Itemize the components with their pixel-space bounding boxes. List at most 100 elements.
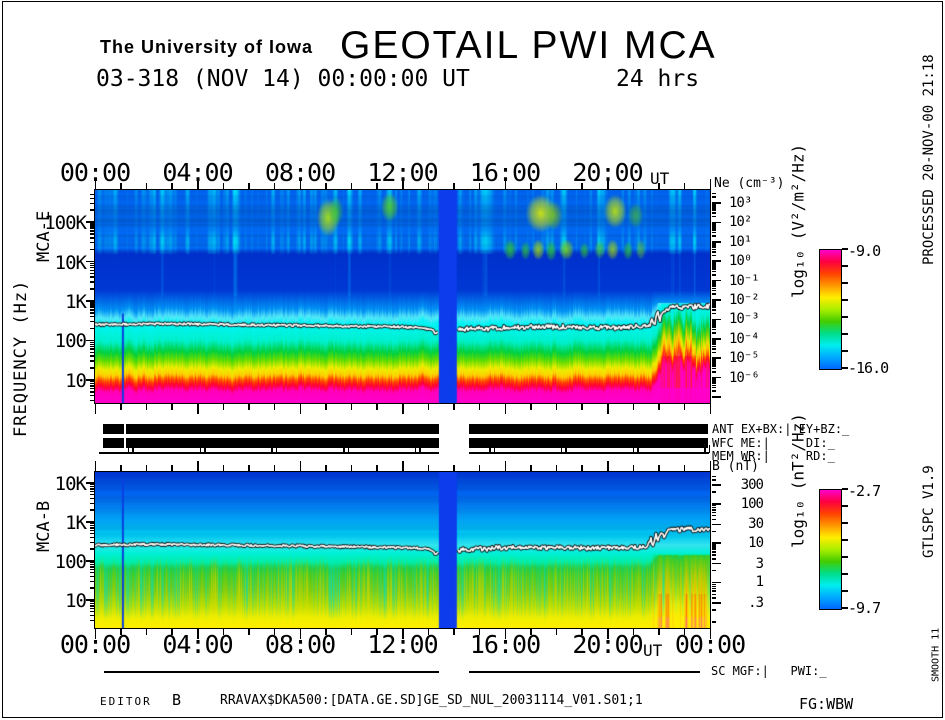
freq-tick: [86, 260, 94, 263]
freq-tick: [90, 193, 94, 196]
ne-tick: [712, 382, 716, 385]
b-tick: [712, 621, 716, 623]
freq-tick: [90, 587, 94, 589]
time-tick-label: 00:00: [59, 158, 131, 187]
fg-label: FG:WBW: [799, 695, 854, 713]
page-title: GEOTAIL PWI MCA: [340, 24, 717, 67]
time-tick: [683, 404, 686, 410]
b-tick: [712, 609, 716, 611]
freq-tick: [90, 351, 94, 354]
ne-tick: [712, 287, 716, 290]
mgf-status-label: SC MGF:| PWI:_: [711, 664, 827, 678]
freq-tick-label: 100K: [44, 212, 87, 235]
ne-tick: [712, 231, 716, 234]
ne-tick-label: 10²: [729, 214, 752, 231]
b-tick: [712, 479, 716, 481]
freq-tick: [86, 339, 94, 342]
ne-tick: [712, 322, 716, 325]
time-tick: [632, 183, 635, 189]
mem-tick: [704, 445, 706, 453]
freq-tick: [90, 394, 94, 397]
ne-tick: [712, 381, 716, 383]
freq-tick: [90, 341, 94, 343]
freq-tick-label: 1K: [65, 290, 87, 313]
b-tick: [712, 590, 716, 592]
ne-tick: [712, 371, 716, 373]
ne-tick: [712, 338, 716, 341]
colorbar-tick: [842, 299, 848, 301]
time-tick: [709, 461, 711, 471]
status-bar-segment: [469, 424, 708, 434]
ne-tick: [712, 312, 716, 315]
b-tick: [712, 548, 716, 550]
time-tick: [427, 629, 430, 635]
time-tick: [658, 404, 660, 410]
time-tick: [555, 465, 558, 471]
freq-tick: [90, 483, 94, 486]
ne-tick: [712, 192, 716, 195]
b-tick: [712, 503, 721, 505]
ne-tick: [712, 282, 716, 285]
ne-tick: [712, 224, 716, 227]
time-tick: [197, 404, 199, 414]
freq-tick: [90, 225, 94, 227]
b-tick: [712, 581, 721, 584]
ne-tick: [712, 248, 716, 251]
mem-line-segment: [469, 452, 709, 454]
mem-tick: [275, 445, 278, 453]
colorbar-e: [819, 249, 842, 370]
freq-tick: [90, 571, 94, 574]
mem-tick: [199, 445, 202, 453]
time-tick: [145, 404, 148, 410]
time-tick: [273, 404, 276, 410]
b-tick: [712, 514, 716, 517]
freq-tick: [90, 382, 94, 385]
colorbar-b: [819, 489, 842, 610]
freq-tick: [90, 266, 94, 269]
ne-tick: [712, 279, 721, 282]
time-tick: [376, 629, 378, 635]
mem-tick: [708, 445, 711, 453]
time-tick: [402, 629, 404, 639]
ne-tick: [712, 244, 716, 246]
freq-tick: [90, 312, 94, 314]
ne-tick: [712, 309, 716, 311]
freq-tick: [90, 281, 94, 283]
ne-tick: [712, 342, 716, 344]
freq-tick: [90, 385, 94, 387]
freq-tick: [90, 348, 94, 350]
freq-tick: [90, 248, 94, 251]
time-tick: [683, 629, 686, 635]
colorbar-tick: [842, 573, 848, 575]
freq-tick: [90, 269, 94, 272]
time-tick: [197, 461, 199, 471]
ne-tick: [712, 361, 716, 364]
mem-tick: [637, 445, 639, 453]
ne-tick-label: 10³: [729, 195, 752, 211]
ne-tick: [712, 285, 716, 288]
ne-tick: [712, 363, 716, 365]
mem-tick: [204, 445, 206, 453]
freq-tick: [90, 237, 94, 239]
freq-tick: [86, 379, 94, 381]
time-tick: [427, 183, 430, 189]
b-tick: [712, 523, 721, 526]
b-tick: [712, 587, 716, 590]
freq-tick-label: 100: [54, 330, 87, 353]
time-tick: [530, 465, 532, 471]
b-tick: [712, 542, 721, 544]
time-tick: [607, 461, 609, 471]
status-wfc-label: WFC ME:| DI:_: [712, 436, 835, 450]
ne-tick: [712, 266, 716, 268]
time-tick: [504, 404, 506, 414]
ne-tick: [712, 262, 716, 264]
time-tick: [555, 404, 558, 410]
freq-tick: [90, 563, 94, 566]
freq-tick: [90, 309, 94, 311]
ne-tick: [712, 338, 721, 340]
ne-tick: [712, 206, 716, 209]
freq-tick: [90, 605, 94, 607]
ne-tick: [712, 245, 716, 247]
ne-tick: [712, 202, 721, 204]
time-tick: [504, 461, 506, 471]
